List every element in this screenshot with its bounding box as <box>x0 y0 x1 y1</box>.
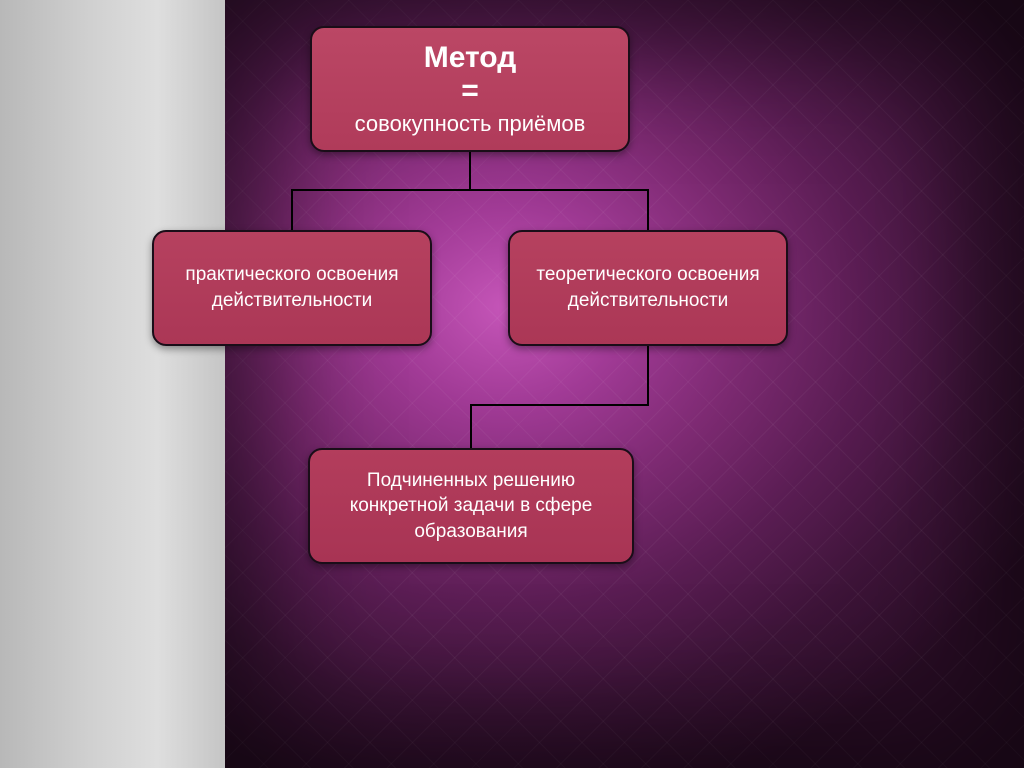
node-bottom: Подчиненных решению конкретной задачи в … <box>308 448 634 564</box>
connector-right-bottom <box>471 346 648 448</box>
node-left: практического освоения действительности <box>152 230 432 346</box>
root-title-line1: Метод <box>424 41 517 74</box>
root-subtitle: совокупность приёмов <box>355 111 586 137</box>
root-title-line2: = <box>461 74 479 107</box>
node-right: теоретического освоения действительности <box>508 230 788 346</box>
node-right-text: теоретического освоения действительности <box>528 262 768 313</box>
node-bottom-text: Подчиненных решению конкретной задачи в … <box>328 468 614 545</box>
connector-root-right <box>470 152 648 230</box>
connector-root-left <box>292 152 470 230</box>
node-root: Метод = совокупность приёмов <box>310 26 630 152</box>
node-left-text: практического освоения действительности <box>172 262 412 313</box>
diagram-content: Метод = совокупность приёмов практическо… <box>0 0 1024 768</box>
